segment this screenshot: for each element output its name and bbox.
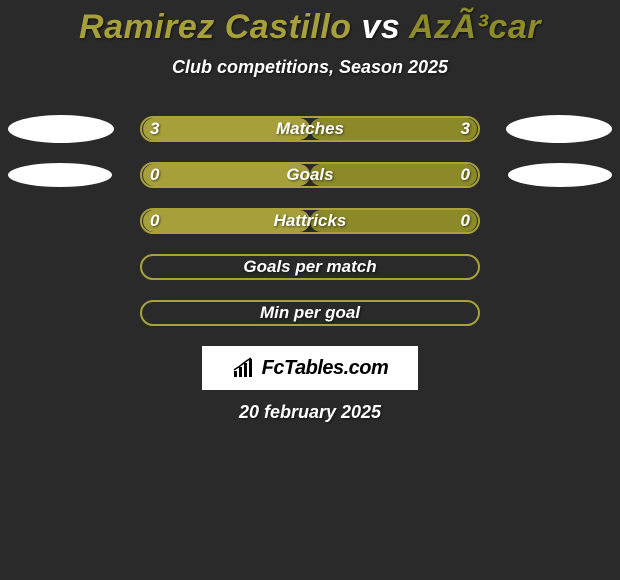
stat-row: Matches 3 3 <box>0 116 620 142</box>
fctables-logo: FcTables.com <box>202 346 418 390</box>
page-title: Ramirez Castillo vs AzÃ³car <box>0 8 620 47</box>
stat-label: Goals per match <box>243 257 376 277</box>
stat-label: Min per goal <box>260 303 360 323</box>
stat-bar-fill-right <box>310 164 477 186</box>
stat-bar: Hattricks <box>140 208 480 234</box>
right-marker-ellipse <box>508 163 612 187</box>
stat-label: Goals <box>286 165 333 185</box>
stat-value-right: 3 <box>461 119 470 139</box>
stat-bar: Goals <box>140 162 480 188</box>
stat-row: Min per goal <box>0 300 620 326</box>
subtitle: Club competitions, Season 2025 <box>0 57 620 78</box>
logo-text: FcTables.com <box>262 357 389 380</box>
stat-rows: Matches 3 3 Goals 0 0 Hattricks 0 0 Goals per mat… <box>0 116 620 326</box>
left-marker-ellipse <box>8 163 112 187</box>
stat-bar: Min per goal <box>140 300 480 326</box>
stat-row: Goals 0 0 <box>0 162 620 188</box>
comparison-card: Ramirez Castillo vs AzÃ³car Club competi… <box>0 0 620 423</box>
date-label: 20 february 2025 <box>0 402 620 423</box>
stat-bar-fill-left <box>143 164 310 186</box>
stat-label: Matches <box>276 119 344 139</box>
stat-value-left: 0 <box>150 211 159 231</box>
stat-value-right: 0 <box>461 211 470 231</box>
title-player2: AzÃ³car <box>409 8 541 46</box>
title-vs: vs <box>352 8 409 46</box>
stat-row: Hattricks 0 0 <box>0 208 620 234</box>
stat-value-left: 3 <box>150 119 159 139</box>
stat-bar: Goals per match <box>140 254 480 280</box>
stat-row: Goals per match <box>0 254 620 280</box>
stat-value-left: 0 <box>150 165 159 185</box>
stat-value-right: 0 <box>461 165 470 185</box>
bar-chart-icon <box>232 357 258 379</box>
left-marker-ellipse <box>8 115 114 143</box>
title-player1: Ramirez Castillo <box>79 8 352 46</box>
right-marker-ellipse <box>506 115 612 143</box>
stat-bar: Matches <box>140 116 480 142</box>
stat-label: Hattricks <box>274 211 347 231</box>
